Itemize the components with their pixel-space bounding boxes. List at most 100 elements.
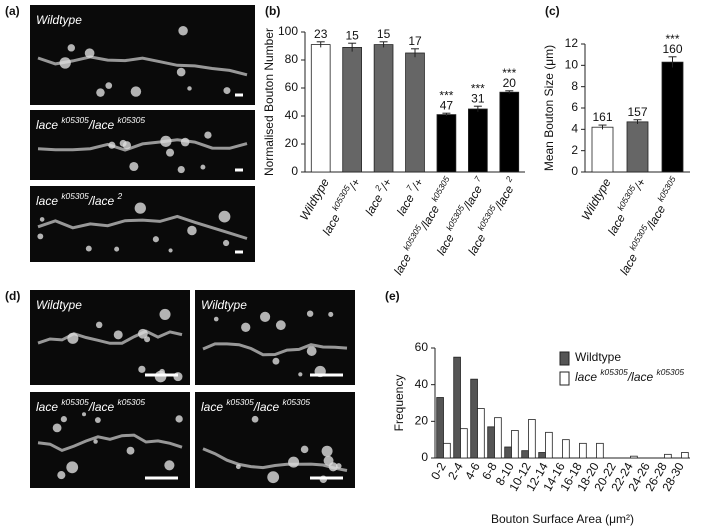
x-tick-label-part: lace: [391, 249, 416, 278]
bouton: [200, 164, 206, 170]
bouton: [138, 365, 146, 373]
y-tick-label: 10: [565, 58, 579, 72]
image-label: Wildtype: [36, 298, 82, 312]
x-tick-label-part: lace: [394, 189, 419, 218]
x-tick-label-part: 7: [404, 183, 415, 192]
x-tick-label: Wildtype: [297, 176, 332, 223]
bouton: [275, 320, 286, 331]
bouton: [168, 248, 173, 253]
error-bar: [668, 56, 677, 68]
bar: [436, 114, 457, 173]
bar: [630, 455, 638, 459]
bouton: [37, 233, 44, 240]
bar: [521, 450, 529, 459]
bouton: [114, 246, 120, 252]
x-tick-label-part: 2: [503, 174, 515, 184]
bouton: [164, 460, 175, 471]
x-tick-label-part: Wildtype: [579, 176, 614, 223]
y-tick-label: 6: [571, 100, 578, 114]
bar: [528, 419, 536, 459]
bouton: [66, 461, 79, 474]
legend-swatch: [559, 351, 570, 366]
y-tick-label: 60: [285, 80, 299, 94]
y-axis-label: Mean Bouton Size (μm): [542, 45, 556, 171]
y-tick-label: 40: [285, 108, 299, 122]
panel-label: (c): [545, 4, 560, 18]
bar: [626, 121, 649, 173]
bouton: [129, 161, 139, 172]
bouton: [259, 311, 271, 322]
x-tick-label-part: /lace: [460, 180, 487, 213]
x-tick-label-part: k05305: [655, 174, 678, 203]
y-tick-label: 12: [565, 36, 579, 50]
x-tick-label-part: /lace: [643, 200, 670, 233]
image-label-part: k05305: [226, 397, 254, 407]
neurite: [202, 342, 348, 357]
y-tick-label: 60: [415, 340, 429, 354]
image-label-part: lace: [201, 400, 226, 414]
bouton: [159, 368, 165, 375]
bouton: [328, 311, 334, 317]
significance: ***: [665, 32, 679, 46]
image-label-part: lace: [36, 118, 61, 132]
bouton: [126, 446, 135, 455]
x-tick-label: 0-2: [428, 460, 449, 482]
bar: [596, 442, 604, 459]
bouton: [241, 322, 251, 332]
bouton: [96, 88, 105, 97]
significance: ***: [502, 66, 516, 80]
bouton: [272, 357, 280, 365]
image-label-part: Wildtype: [36, 13, 82, 27]
bouton: [57, 471, 66, 480]
bouton: [251, 415, 259, 423]
image-label-part: /lace: [253, 400, 283, 414]
x-tick-label-part: /lace: [417, 200, 444, 233]
legend-label-part: Wildtype: [575, 350, 621, 364]
bouton: [178, 26, 188, 36]
n-label: 47: [440, 98, 454, 112]
x-tick-label-part: /lace: [491, 180, 518, 213]
image-label-part: k05305: [118, 397, 146, 407]
bouton: [130, 86, 142, 97]
bouton: [59, 57, 71, 69]
bar: [511, 430, 519, 459]
bouton: [306, 310, 314, 317]
bouton: [218, 210, 231, 223]
bouton: [108, 141, 116, 149]
bouton: [298, 372, 303, 377]
bar: [405, 52, 425, 173]
image-label-part: k05305: [118, 115, 146, 125]
bar: [562, 439, 570, 459]
bouton: [113, 330, 123, 340]
legend-label-part: k05305: [657, 367, 685, 377]
x-axis-label: Bouton Surface Area (μm²): [491, 512, 634, 526]
image-label-part: k05305: [283, 397, 311, 407]
bouton: [159, 308, 171, 320]
y-tick-label: 0: [571, 164, 578, 178]
y-tick-label: 0: [421, 450, 428, 464]
bouton: [52, 423, 62, 433]
y-axis-label: Normalised Bouton Number: [262, 28, 276, 176]
neurite: [37, 214, 248, 240]
neurite: [37, 329, 183, 345]
bouton: [137, 328, 148, 339]
x-tick-label: 2-4: [445, 460, 466, 482]
x-tick-label-part: lace: [363, 189, 388, 218]
bar: [477, 408, 485, 459]
n-label: 23: [314, 27, 328, 41]
image-label: lace k05305/lace 2: [36, 191, 123, 208]
error-bar: [633, 119, 642, 124]
bar: [470, 378, 478, 459]
y-tick-label: 100: [278, 24, 298, 38]
image-label-part: 2: [117, 191, 123, 201]
bar: [591, 126, 614, 173]
image-label-part: lace: [36, 400, 61, 414]
bouton: [122, 141, 132, 150]
y-tick-label: 20: [415, 414, 429, 428]
bar: [453, 356, 461, 459]
x-tick-label-part: 7: [472, 174, 483, 183]
bouton: [175, 415, 183, 423]
image-label: lace k05305/lace k05305: [201, 397, 310, 414]
x-tick-label-part: lace: [465, 229, 490, 258]
bouton: [160, 135, 172, 147]
